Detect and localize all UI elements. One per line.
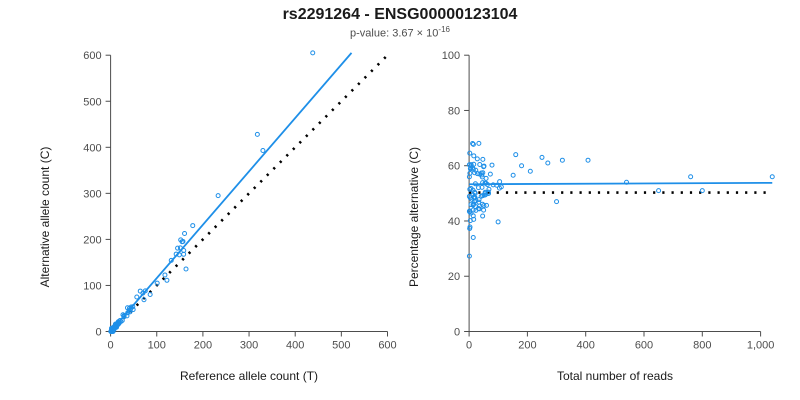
svg-text:200: 200 — [518, 340, 536, 352]
svg-text:80: 80 — [448, 105, 460, 117]
svg-text:40: 40 — [448, 216, 460, 228]
svg-text:300: 300 — [240, 340, 258, 352]
svg-text:1,000: 1,000 — [747, 340, 775, 352]
svg-text:100: 100 — [83, 280, 101, 292]
svg-text:500: 500 — [83, 96, 101, 108]
svg-text:200: 200 — [83, 234, 101, 246]
svg-text:20: 20 — [448, 271, 460, 283]
svg-text:100: 100 — [442, 50, 460, 62]
svg-text:800: 800 — [693, 340, 711, 352]
svg-text:0: 0 — [108, 340, 114, 352]
svg-text:100: 100 — [148, 340, 166, 352]
svg-text:0: 0 — [466, 340, 472, 352]
svg-text:600: 600 — [83, 50, 101, 62]
svg-text:0: 0 — [95, 327, 101, 339]
svg-text:600: 600 — [635, 340, 653, 352]
svg-text:60: 60 — [448, 161, 460, 173]
svg-text:500: 500 — [332, 340, 350, 352]
svg-text:600: 600 — [378, 340, 396, 352]
svg-text:0: 0 — [454, 327, 460, 339]
svg-text:400: 400 — [286, 340, 304, 352]
svg-text:400: 400 — [577, 340, 595, 352]
svg-text:400: 400 — [83, 142, 101, 154]
svg-text:200: 200 — [194, 340, 212, 352]
svg-text:300: 300 — [83, 188, 101, 200]
